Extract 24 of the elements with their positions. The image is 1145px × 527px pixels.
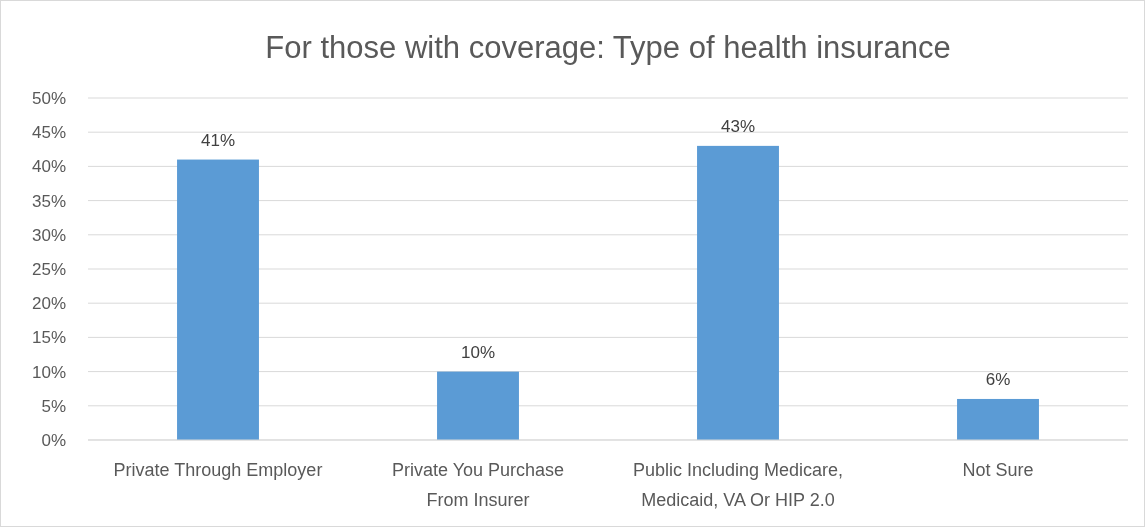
y-tick-label: 45% [31,123,66,143]
y-tick-label: 15% [31,328,66,348]
data-label: 43% [720,116,756,136]
data-label: 41% [200,130,236,150]
y-tick-label: 50% [31,88,66,108]
y-tick-label: 10% [31,362,66,382]
x-tick-label: Not Sure [962,460,1034,480]
y-tick-label: 0% [41,430,66,450]
x-tick-label: Private Through Employer [113,460,323,480]
x-tick-label: Public Including Medicare, Medicaid, VA Or HIP 2.0 [632,460,844,510]
y-tick-label: 25% [31,259,66,279]
y-tick-label: 5% [41,396,66,416]
bar [177,159,259,440]
y-tick-label: 30% [31,225,66,245]
chart-title: For those with coverage: Type of health insurance [265,30,951,65]
bar [437,371,519,440]
x-tick-label: Private You Purchase From Insurer [391,460,565,510]
data-label: 10% [460,342,496,362]
bar [697,145,779,440]
y-tick-label: 20% [31,294,66,314]
y-tick-label: 40% [31,157,66,177]
data-label: 6% [985,369,1011,389]
bar [957,398,1039,440]
y-tick-label: 35% [31,191,66,211]
